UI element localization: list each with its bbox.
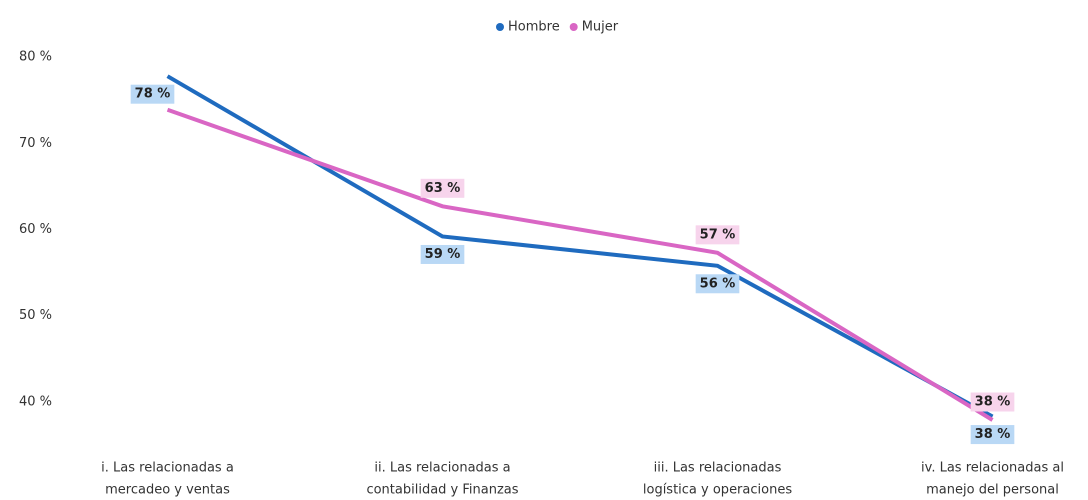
- data-label-bg: [420, 244, 465, 264]
- data-label-text: 38 %: [975, 395, 1011, 410]
- x-tick-label: ii. Las relacionadas a: [374, 461, 510, 476]
- data-label: 56 %: [695, 274, 740, 294]
- data-label-text: 56 %: [700, 276, 736, 291]
- data-label: 38 %: [970, 425, 1015, 445]
- data-label: 57 %: [695, 225, 740, 245]
- x-tick-label: mercadeo y ventas: [105, 483, 230, 498]
- legend-marker: [496, 23, 504, 31]
- data-label: 38 %: [970, 392, 1015, 412]
- y-tick-label: 70 %: [19, 136, 52, 151]
- data-label-bg: [695, 225, 740, 245]
- data-label-bg: [695, 274, 740, 294]
- legend-label: Mujer: [582, 20, 619, 35]
- data-label-bg: [970, 392, 1015, 412]
- series-line: [166, 107, 994, 422]
- x-tick-label: logística y operaciones: [643, 483, 792, 498]
- series-line: [166, 74, 994, 419]
- data-label: 59 %: [420, 244, 465, 264]
- data-label: 78 %: [130, 84, 175, 104]
- data-label-text: 63 %: [425, 181, 461, 196]
- x-tick-label: iii. Las relacionadas: [654, 461, 782, 476]
- y-tick-label: 80 %: [19, 50, 52, 65]
- legend-marker: [569, 23, 578, 31]
- y-tick-label: 60 %: [19, 222, 52, 237]
- x-tick-label: iv. Las relacionadas al: [921, 461, 1064, 476]
- x-tick-label: manejo del personal: [926, 483, 1059, 498]
- y-tick-label: 50 %: [19, 308, 52, 323]
- data-label-text: 57 %: [700, 227, 736, 242]
- data-label-text: 38 %: [975, 427, 1011, 442]
- data-label-bg: [130, 84, 175, 104]
- data-label-bg: [970, 425, 1015, 445]
- x-tick-label: i. Las relacionadas a: [101, 461, 234, 476]
- y-tick-label: 40 %: [19, 394, 52, 409]
- data-label-text: 59 %: [425, 247, 461, 262]
- x-tick-label: contabilidad y Finanzas: [366, 483, 518, 498]
- data-label-text: 78 %: [135, 87, 171, 102]
- data-label-bg: [420, 178, 465, 198]
- data-label: 63 %: [420, 178, 465, 198]
- legend-label: Hombre: [508, 20, 560, 35]
